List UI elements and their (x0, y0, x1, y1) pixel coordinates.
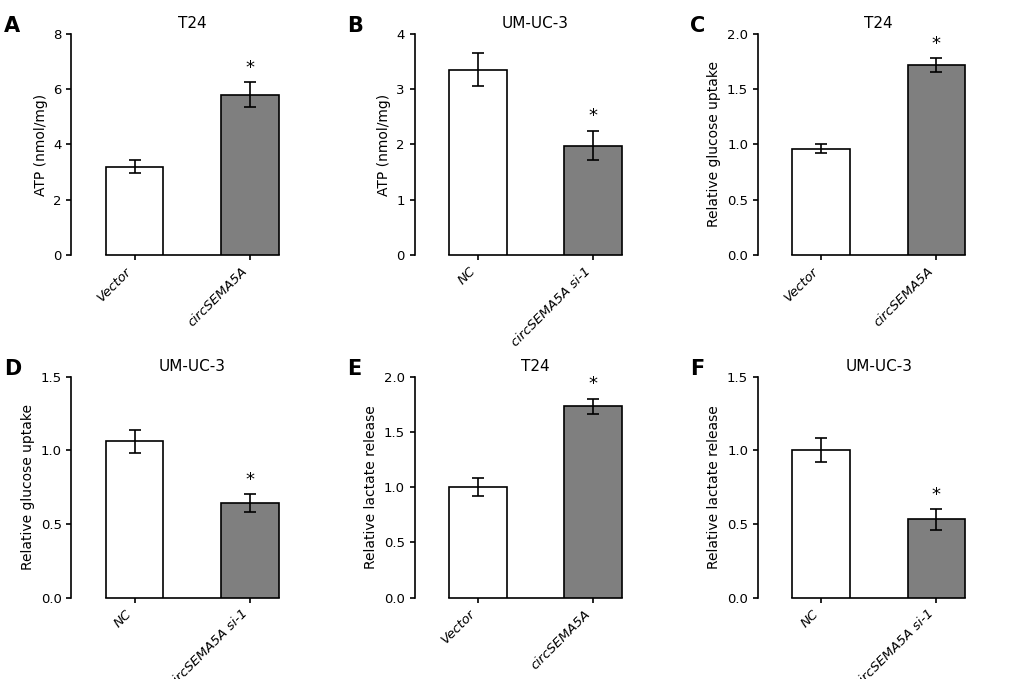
Bar (106, 166, 163, 255)
Title: UM-UC-3: UM-UC-3 (845, 359, 911, 374)
Title: T24: T24 (863, 16, 893, 31)
Text: A: A (4, 16, 19, 36)
Title: T24: T24 (177, 16, 207, 31)
Bar (221, 503, 278, 598)
Text: E: E (346, 359, 361, 379)
Bar (448, 70, 506, 255)
Text: *: * (588, 107, 597, 125)
Y-axis label: ATP (nmol/mg): ATP (nmol/mg) (376, 94, 390, 196)
Text: F: F (690, 359, 704, 379)
Bar (792, 149, 849, 255)
Y-axis label: Relative glucose uptake: Relative glucose uptake (707, 62, 720, 227)
Bar (907, 519, 964, 598)
Title: UM-UC-3: UM-UC-3 (501, 16, 569, 31)
Text: *: * (588, 375, 597, 393)
Bar (907, 65, 964, 255)
Bar (448, 487, 506, 598)
Y-axis label: Relative lactate release: Relative lactate release (364, 405, 378, 569)
Y-axis label: Relative lactate release: Relative lactate release (707, 405, 720, 569)
Text: *: * (931, 35, 940, 53)
Y-axis label: ATP (nmol/mg): ATP (nmol/mg) (34, 94, 48, 196)
Bar (221, 95, 278, 255)
Text: D: D (4, 359, 21, 379)
Bar (564, 406, 622, 598)
Title: UM-UC-3: UM-UC-3 (159, 359, 225, 374)
Text: *: * (246, 59, 254, 77)
Title: T24: T24 (521, 359, 549, 374)
Text: B: B (346, 16, 363, 36)
Text: *: * (246, 471, 254, 489)
Y-axis label: Relative glucose uptake: Relative glucose uptake (21, 404, 35, 570)
Text: C: C (690, 16, 705, 36)
Bar (106, 441, 163, 598)
Text: *: * (931, 485, 940, 504)
Bar (792, 450, 849, 598)
Bar (564, 145, 622, 255)
